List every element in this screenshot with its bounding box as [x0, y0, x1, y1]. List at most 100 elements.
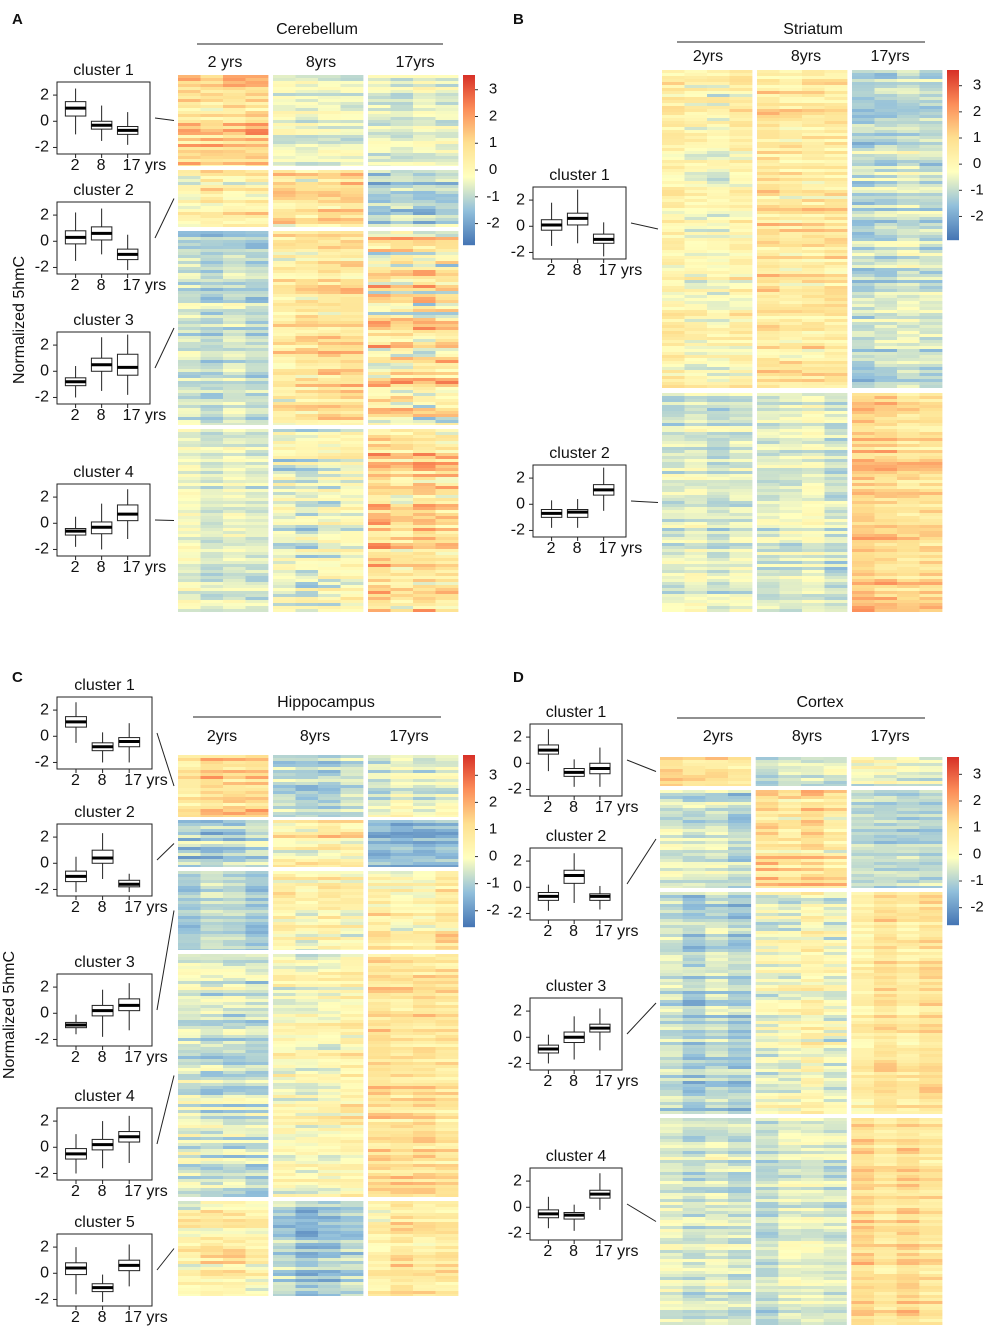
heatmap-cell: [779, 76, 803, 79]
colorbar-step: [463, 163, 475, 165]
heatmap-cell: [245, 525, 269, 528]
heatmap-cell: [897, 459, 920, 462]
heatmap-cell: [824, 301, 848, 304]
heatmap-cell: [223, 224, 246, 227]
heatmap-cell: [802, 379, 825, 382]
heatmap-cell: [295, 221, 319, 224]
heatmap-cell: [295, 393, 319, 396]
heatmap-cell: [919, 352, 943, 355]
colorbar-step: [947, 140, 959, 142]
heatmap-cell: [684, 393, 708, 396]
heatmap-cell: [919, 531, 943, 534]
heatmap-cell: [413, 471, 436, 474]
heatmap-cell: [779, 411, 803, 414]
heatmap-cell: [729, 522, 753, 525]
heatmap-cell: [273, 462, 296, 465]
heatmap-cell: [874, 76, 898, 79]
heatmap-cell: [295, 173, 319, 176]
heatmap-cell: [824, 352, 848, 355]
heatmap-cell: [919, 480, 943, 483]
heatmap-cell: [200, 197, 224, 200]
heatmap-cell: [707, 477, 730, 480]
heatmap-cell: [223, 441, 246, 444]
heatmap-cell: [340, 90, 364, 93]
heatmap-cell: [874, 379, 898, 382]
heatmap-cell: [390, 312, 414, 315]
heatmap-cell: [245, 294, 269, 297]
heatmap-cell: [200, 510, 224, 513]
heatmap-cell: [919, 471, 943, 474]
heatmap-cell: [200, 540, 224, 543]
heatmap-cell: [779, 214, 803, 217]
colorbar-step: [463, 91, 475, 93]
heatmap-cell: [340, 384, 364, 387]
heatmap-cell: [245, 468, 269, 471]
heatmap-cell: [729, 504, 753, 507]
heatmap-cell: [919, 73, 943, 76]
heatmap-cell: [178, 120, 201, 123]
heatmap-cell: [874, 477, 898, 480]
colorbar-step: [947, 91, 959, 93]
heatmap-cell: [178, 432, 201, 435]
heatmap-cell: [245, 150, 269, 153]
heatmap-cell: [295, 423, 319, 425]
heatmap-cell: [245, 179, 269, 182]
heatmap-cell: [435, 351, 459, 354]
heatmap-cell: [874, 316, 898, 319]
heatmap-cell: [707, 507, 730, 510]
heatmap-cell: [340, 170, 364, 173]
connector: [154, 519, 175, 521]
heatmap-cell: [779, 223, 803, 226]
heatmap-cell: [757, 250, 780, 253]
heatmap-cell: [390, 588, 414, 591]
heatmap-cell: [413, 150, 436, 153]
heatmap-cell: [295, 465, 319, 468]
heatmap-cell: [245, 215, 269, 218]
heatmap-cell: [662, 205, 685, 208]
heatmap-cell: [295, 417, 319, 420]
heatmap-cell: [779, 549, 803, 552]
heatmap-cell: [897, 399, 920, 402]
heatmap-cell: [390, 354, 414, 357]
heatmap-cell: [200, 261, 224, 264]
heatmap-cell: [919, 382, 943, 385]
heatmap-cell: [340, 120, 364, 123]
heatmap-cell: [874, 298, 898, 301]
heatmap-cell: [340, 408, 364, 411]
heatmap-cell: [897, 172, 920, 175]
colorbar-step: [463, 103, 475, 105]
colorbar-step: [947, 221, 959, 223]
heatmap-cell: [295, 258, 319, 261]
heatmap-cell: [245, 603, 269, 606]
heatmap-cell: [662, 570, 685, 573]
heatmap-cell: [295, 108, 319, 111]
heatmap-cell: [757, 570, 780, 573]
heatmap-cell: [318, 102, 341, 105]
colorbar-step: [947, 230, 959, 232]
heatmap-cell: [200, 417, 224, 420]
heatmap-cell: [368, 117, 391, 120]
heatmap-cell: [318, 558, 341, 561]
heatmap-cell: [390, 591, 414, 594]
heatmap-cell: [707, 543, 730, 546]
colorbar-step: [463, 165, 475, 167]
heatmap-cell: [779, 229, 803, 232]
heatmap-cell: [707, 343, 730, 346]
heatmap-cell: [178, 384, 201, 387]
heatmap-cell: [295, 375, 319, 378]
heatmap-cell: [802, 328, 825, 331]
heatmap-cell: [435, 588, 459, 591]
heatmap-cell: [729, 495, 753, 498]
heatmap-cell: [874, 196, 898, 199]
heatmap-cell: [824, 399, 848, 402]
heatmap-cell: [245, 93, 269, 96]
heatmap-cell: [707, 570, 730, 573]
heatmap-cell: [779, 127, 803, 130]
heatmap-cell: [273, 200, 296, 203]
heatmap-cell: [897, 456, 920, 459]
heatmap-cell: [852, 423, 875, 426]
heatmap-cell: [200, 81, 224, 84]
heatmap-cell: [874, 537, 898, 540]
heatmap-cell: [413, 779, 436, 782]
heatmap-cell: [435, 758, 459, 761]
